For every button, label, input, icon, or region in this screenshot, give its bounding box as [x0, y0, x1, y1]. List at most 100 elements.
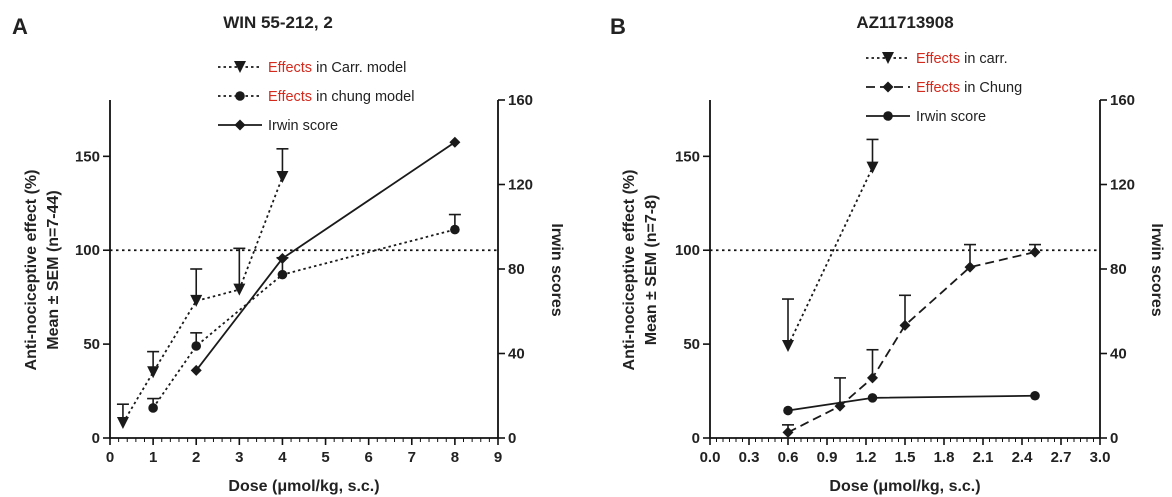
data-point [867, 393, 878, 403]
y2-tick-label: 120 [1110, 177, 1135, 194]
data-point [190, 294, 203, 307]
legend-marker [882, 52, 894, 64]
legend-entry-prefix: Effects [268, 60, 312, 76]
legend-entry-text: in Chung [960, 80, 1022, 96]
panel-title: WIN 55-212, 2 [223, 13, 333, 32]
y2-axis-title: Irwin scores [1148, 223, 1165, 316]
y-tick-label: 100 [675, 242, 700, 259]
data-point [276, 252, 288, 264]
data-point [190, 364, 202, 376]
legend-entry-text: Irwin score [268, 118, 338, 134]
x-tick-label: 4 [278, 449, 287, 466]
y-tick-label: 150 [75, 148, 100, 165]
x-tick-label: 0.0 [700, 449, 721, 466]
data-point [116, 416, 129, 429]
data-point [783, 405, 793, 416]
x-tick-label: 1.5 [895, 449, 916, 466]
legend-marker [882, 81, 894, 93]
x-tick-label: 2.4 [1012, 449, 1034, 466]
series-line-2 [787, 394, 1036, 412]
x-tick-label: 0.3 [739, 449, 760, 466]
data-point [276, 170, 289, 183]
y-axis-title-line1: Anti-nociceptive effect (%) [621, 170, 638, 371]
data-point [782, 339, 794, 352]
y2-tick-label: 160 [1110, 92, 1135, 109]
x-tick-label: 2.7 [1051, 449, 1072, 466]
data-point [277, 269, 288, 280]
series-line-2 [195, 141, 456, 371]
legend-marker [234, 119, 246, 131]
legend-entry: Effects in carr. [916, 51, 1008, 67]
y-axis-title-line1: Anti-nociceptive effect (%) [23, 170, 40, 371]
panel-b: B AZ11713908 0.0 0.3 0.6 0.9 1.2 1.5 1.8 2.1 2.4 2.… [610, 13, 1165, 495]
x-tick-label: 0 [106, 449, 114, 466]
x-tick-label: 1 [149, 449, 157, 466]
legend-entry-text: in carr. [960, 51, 1008, 67]
x-tick-label: 0.9 [817, 449, 838, 466]
legend-entry-text: in chung model [312, 89, 414, 105]
series-line-1 [787, 251, 1036, 434]
data-point [147, 366, 160, 379]
y2-tick-label: 80 [508, 261, 525, 278]
legend-entry: Effects in Chung [916, 80, 1022, 96]
x-tick-label: 0.6 [778, 449, 799, 466]
panel-letter: B [610, 14, 626, 39]
data-point [782, 426, 794, 438]
legend-entry-text: in Carr. model [312, 60, 406, 76]
y-axis-title: Anti-nociceptive effect (%) Mean ± SEM (n… [621, 170, 660, 371]
x-tick-label: 8 [451, 449, 459, 466]
series-line-0 [787, 167, 874, 347]
legend-entry-prefix: Effects [268, 89, 312, 105]
legend-entry-prefix: Effects [916, 51, 960, 67]
y-tick-label: 0 [92, 430, 100, 447]
data-point [450, 224, 460, 235]
legend-entry-prefix: Effects [916, 80, 960, 96]
data-point [964, 261, 976, 273]
data-point [899, 319, 911, 331]
data-point [1029, 246, 1041, 258]
y2-tick-label: 0 [508, 430, 516, 447]
data-point [1030, 390, 1040, 401]
x-tick-label: 2.1 [973, 449, 994, 466]
legend-entry: Effects in Carr. model [268, 60, 406, 76]
legend-entry: Effects in chung model [268, 89, 414, 105]
data-point [233, 283, 246, 296]
x-tick-label: 9 [494, 449, 502, 466]
x-tick-label: 2 [192, 449, 200, 466]
y-axis-title-line2: Mean ± SEM (n=7-44) [45, 190, 62, 349]
data-point [867, 372, 878, 384]
x-axis-title: Dose (μmol/kg, s.c.) [228, 478, 379, 495]
x-tick-label: 1.2 [856, 449, 877, 466]
y2-tick-label: 160 [508, 92, 533, 109]
y2-tick-label: 40 [508, 346, 525, 363]
panel-a: A WIN 55-212, 20 1 2 3 4 5 6 7 8 90501001500408012… [12, 13, 565, 495]
y-tick-label: 50 [683, 336, 700, 353]
data-point [148, 403, 158, 413]
data-point [449, 136, 461, 148]
series-line-1 [152, 228, 456, 409]
panel-title: AZ11713908 [856, 13, 953, 32]
panel-letter: A [12, 14, 28, 39]
y2-tick-label: 120 [508, 177, 533, 194]
x-tick-label: 7 [408, 449, 416, 466]
legend-entry: Irwin score [916, 109, 986, 125]
legend-marker [235, 91, 245, 101]
legend-entry: Irwin score [268, 118, 338, 134]
y2-tick-label: 0 [1110, 430, 1118, 447]
x-axis-title: Dose (μmol/kg, s.c.) [829, 478, 980, 495]
series-line-0 [122, 176, 284, 424]
y2-tick-label: 40 [1110, 346, 1127, 363]
x-tick-label: 3.0 [1090, 449, 1111, 466]
x-tick-label: 6 [364, 449, 372, 466]
y-axis-title-line2: Mean ± SEM (n=7-8) [643, 195, 660, 346]
y-axis-title: Anti-nociceptive effect (%) Mean ± SEM (n… [23, 170, 62, 371]
y2-axis-title: Irwin scores [548, 223, 565, 316]
x-tick-label: 3 [235, 449, 243, 466]
legend-entry-text: Irwin score [916, 109, 986, 125]
legend-marker [883, 111, 893, 121]
y2-tick-label: 80 [1110, 261, 1127, 278]
y-tick-label: 100 [75, 242, 100, 259]
data-point [191, 341, 202, 351]
y-tick-label: 0 [692, 430, 700, 447]
